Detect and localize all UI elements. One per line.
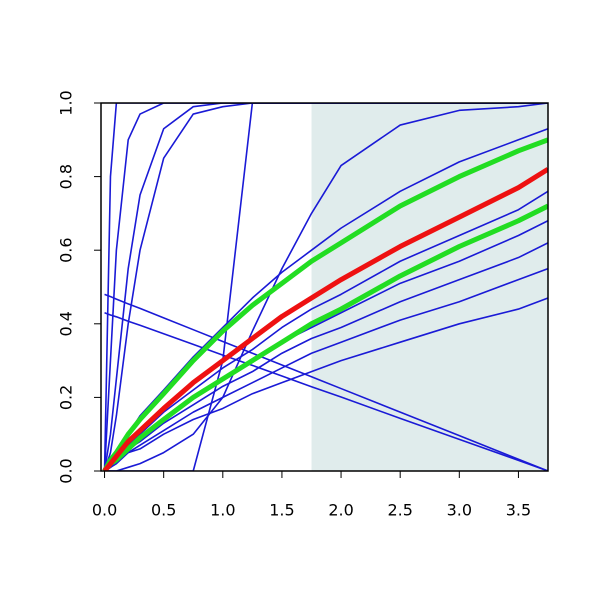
series-line <box>103 103 548 471</box>
series-line <box>102 203 548 471</box>
plot-lines <box>102 103 548 471</box>
y-tick-label: 0.0 <box>57 458 76 483</box>
plot-frame <box>100 102 549 472</box>
x-tick-label: 0.5 <box>151 501 176 520</box>
series-line <box>102 137 548 471</box>
x-tick-label: 2.5 <box>387 501 412 520</box>
y-tick-label: 1.0 <box>57 90 76 115</box>
x-tick-label: 2.0 <box>328 501 353 520</box>
y-tick-label: 0.8 <box>57 164 76 189</box>
x-tick-label: 3.5 <box>506 501 531 520</box>
series-line <box>102 167 548 471</box>
shaded-region <box>311 103 548 471</box>
series-line <box>103 103 548 471</box>
series-line <box>104 103 548 471</box>
series-line <box>103 103 548 471</box>
x-tick-label: 3.0 <box>447 501 472 520</box>
series-line <box>104 103 548 471</box>
series-line <box>104 297 548 471</box>
y-tick-label: 0.4 <box>57 311 76 336</box>
y-tick-label: 0.2 <box>57 385 76 410</box>
x-tick-label: 1.0 <box>210 501 235 520</box>
series-line <box>104 312 548 471</box>
x-tick-label: 1.5 <box>269 501 294 520</box>
x-tick-label: 0.0 <box>92 501 117 520</box>
y-tick-label: 0.6 <box>57 237 76 262</box>
